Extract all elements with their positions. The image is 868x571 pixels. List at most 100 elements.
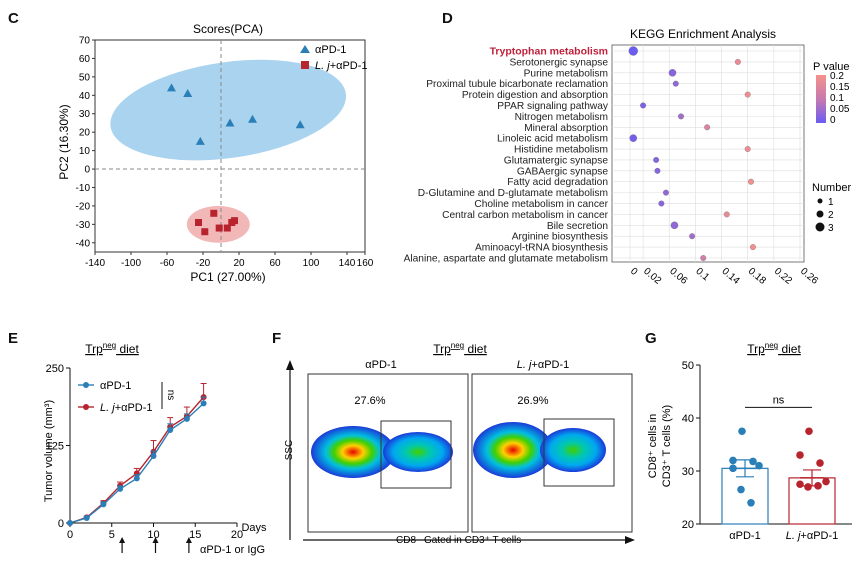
pca-y-tick-label: 50: [79, 72, 91, 83]
pca-x-tick-label: -20: [196, 258, 211, 269]
flow-x-arrowhead-icon: [625, 536, 635, 544]
tumor-y-tick-label: 125: [46, 441, 64, 453]
tumor-ns-annotation: ns: [165, 390, 176, 401]
panel-label-d: D: [442, 10, 453, 27]
bar-data-point: [729, 464, 737, 473]
bar-y-axis-label-line1: CD8⁺ cells in: [647, 414, 659, 479]
kegg-dot: [663, 189, 669, 196]
kegg-pathway-label: Glutamatergic synapse: [504, 155, 609, 166]
kegg-dot: [672, 80, 679, 87]
pca-x-tick-label: 140: [339, 258, 356, 269]
pca-plot-frame: [94, 39, 366, 253]
kegg-pathway-label: Nitrogen metabolism: [515, 112, 608, 123]
pca-y-tick-label: 30: [79, 109, 91, 120]
tumor-data-point: [100, 501, 107, 508]
kegg-size-legend-label: 2: [828, 210, 834, 221]
pca-x-tick-label: -100: [121, 258, 141, 269]
kegg-pathway-label: Alanine, aspartate and glutamate metabol…: [404, 254, 608, 265]
pca-x-tick-label: 60: [269, 258, 281, 269]
treatment-label: αPD-1 or IgG: [200, 544, 265, 556]
bar-data-point: [814, 482, 822, 490]
pca-y-tick-label: -40: [76, 238, 91, 249]
pca-legend-label-1: αPD-1: [315, 44, 346, 56]
pca-point-apd1: [248, 114, 257, 123]
pca-point-apd1: [167, 83, 176, 92]
bar-data-point: [805, 427, 813, 436]
kegg-pathway-label: Proximal tubule bicarbonate reclamation: [426, 79, 608, 90]
pca-point-lj-apd1: [195, 219, 202, 227]
pca-point-apd1: [225, 118, 235, 127]
kegg-dot: [744, 146, 751, 153]
flow-plot2-cd8pos-cluster: [540, 428, 606, 472]
pca-legend-label-2: L. j+αPD-1: [315, 60, 368, 72]
tumor-data-point: [83, 515, 90, 522]
kegg-pathway-label: Arginine biosynthesis: [512, 232, 608, 243]
kegg-x-tick-label: 0.26: [798, 266, 820, 287]
kegg-x-tick-label: 0.02: [641, 266, 663, 287]
tumor-data-point: [67, 520, 73, 526]
pca-y-tick-label: 70: [79, 36, 91, 47]
pca-point-apd1: [183, 88, 193, 97]
kegg-pathway-label: GABAergic synapse: [517, 166, 608, 177]
bar-data-point: [749, 457, 757, 466]
bar-data-point: [747, 499, 755, 507]
pca-y-tick-label: -20: [76, 201, 91, 212]
tumor-legend-label: L. j+αPD-1: [100, 402, 153, 414]
pca-point-lj-apd1: [201, 228, 209, 236]
tumor-series-line: [69, 396, 205, 524]
kegg-dot: [734, 58, 741, 65]
tumor-legend-marker: [83, 404, 89, 410]
kegg-dot: [700, 255, 707, 261]
pca-x-tick-label: 20: [233, 258, 245, 269]
kegg-pvalue-legend-title: P value: [813, 61, 850, 73]
tumor-y-tick-label: 250: [46, 363, 64, 375]
pca-point-apd1: [295, 120, 305, 129]
flow-plot2-percent: 26.9%: [517, 395, 548, 407]
flow-plot1-cd8pos-cluster: [383, 432, 453, 472]
kegg-dot: [723, 211, 730, 218]
kegg-pvalue-colorbar: [816, 75, 826, 123]
tumor-y-axis-label: Tumor volume (mm³): [43, 400, 55, 502]
kegg-pathway-label: Aminoacyl-tRNA biosynthesis: [475, 243, 608, 254]
kegg-pathway-label: Linoleic acid metabolism: [497, 134, 608, 145]
kegg-dot: [670, 221, 679, 230]
pca-point-lj-apd1: [231, 217, 238, 225]
kegg-dot: [668, 69, 677, 77]
tumor-x-tick-label: 20: [231, 529, 243, 541]
pca-y-tick-label: 40: [79, 91, 91, 102]
kegg-dot: [749, 244, 756, 251]
pca-y-tick-label: 60: [79, 54, 91, 65]
kegg-size-legend-label: 3: [828, 223, 834, 234]
kegg-pathway-label: Choline metabolism in cancer: [474, 199, 608, 210]
bar-y-tick-label: 20: [682, 519, 694, 531]
flow-x-axis-label: CD8 Gated in CD3⁺ T cells: [396, 535, 521, 546]
kegg-dot: [629, 134, 638, 142]
bar-x-category-label: αPD-1: [729, 530, 760, 542]
kegg-pathway-label: Mineral absorption: [524, 123, 608, 134]
pca-y-tick-label: 20: [79, 128, 91, 139]
bar: [721, 467, 769, 525]
bar-data-point: [737, 485, 745, 494]
pca-x-tick-label: 160: [357, 258, 374, 269]
kegg-pathway-label: D-Glutamine and D-glutamate metabolism: [418, 188, 608, 199]
kegg-dot: [689, 233, 696, 240]
tumor-legend-marker: [83, 382, 89, 388]
pca-legend-triangle-icon: [300, 45, 310, 53]
treatment-arrowhead-icon: [152, 537, 159, 543]
kegg-pathway-label: Tryptophan metabolism: [490, 46, 608, 58]
bar-y-axis-label-line2: CD3⁺ T cells (%): [661, 405, 673, 487]
kegg-enrichment-chart: KEGG Enrichment Analysis Tryptophan meta…: [404, 27, 852, 287]
kegg-dot: [628, 46, 638, 56]
pca-x-tick-label: -140: [85, 258, 105, 269]
tumor-legend-label: αPD-1: [100, 380, 131, 392]
kegg-dot: [658, 200, 665, 207]
pca-y-tick-label: -30: [76, 220, 91, 231]
kegg-x-tick-label: 0.14: [720, 266, 742, 287]
kegg-x-tick-label: 0.06: [667, 266, 689, 287]
tumor-data-point: [183, 415, 190, 422]
tumor-x-tick-label: 0: [67, 529, 73, 541]
pca-y-axis-label: PC2 (16.30%): [57, 104, 71, 179]
pca-x-axis-label: PC1 (27.00%): [190, 270, 265, 284]
flow-plot1-label: αPD-1: [365, 359, 396, 371]
kegg-pathway-label: Bile secretion: [547, 221, 608, 232]
